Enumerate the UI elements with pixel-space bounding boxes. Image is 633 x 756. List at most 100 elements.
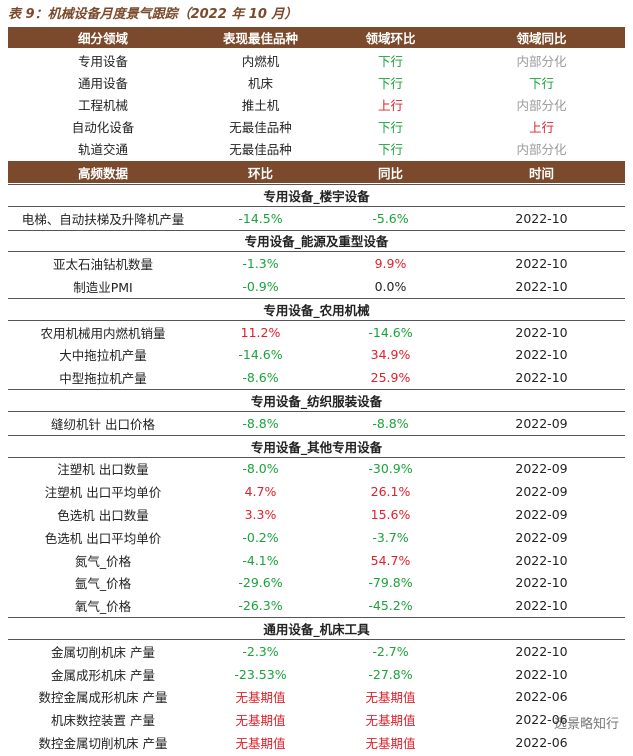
header-cell: 高频数据 [77, 165, 128, 181]
table-cell: 内部分化 [516, 142, 567, 158]
table-cell: 下行 [377, 75, 403, 91]
table-cell: 无基期值 [365, 690, 416, 706]
table-row: 工程机械 推土机 上行 内部分化 [8, 93, 625, 115]
table-cell: 2022-09 [515, 507, 568, 523]
table-row: 氩气_价格 -29.6% -79.8% 2022-10 [8, 572, 625, 595]
table-cell: -23.53% [234, 666, 287, 682]
table-row: 数控金属成形机床 产量 无基期值 无基期值 2022-06 [8, 686, 625, 709]
table-cell: -2.3% [242, 643, 279, 659]
table-cell: 注塑机 出口数量 [57, 462, 149, 478]
table-cell: 2022-10 [515, 370, 568, 386]
table-cell: -14.5% [238, 210, 283, 226]
section-row: 通用设备_机床工具 [8, 617, 625, 640]
table-cell: 4.7% [244, 484, 277, 500]
table-cell: 2022-10 [515, 552, 568, 568]
table-cell: 2022-10 [515, 666, 568, 682]
header-cell: 细分领域 [77, 31, 128, 46]
table-row: 色选机 出口数量 3.3% 15.6% 2022-09 [8, 503, 625, 526]
table-cell: -2.7% [372, 643, 409, 659]
table-cell: 亚太石油钻机数量 [52, 257, 153, 273]
table-row: 电梯、自动扶梯及升降机产量 -14.5% -5.6% 2022-10 [8, 207, 625, 230]
header-cell: 同比 [377, 165, 403, 181]
header-cell: 环比 [247, 165, 273, 181]
table-cell: 2022-10 [515, 643, 568, 659]
table-cell: 2022-10 [515, 575, 568, 591]
table-cell: 54.7% [370, 552, 411, 568]
table-cell: 数控金属切削机床 产量 [38, 736, 168, 752]
table-cell: 2022-10 [515, 347, 568, 363]
table-cell: -30.9% [368, 461, 413, 477]
table-cell: 机床数控装置 产量 [51, 713, 155, 729]
table-cell: 注塑机 出口平均单价 [44, 485, 162, 501]
table-cell: 通用设备 [77, 75, 128, 91]
table-cell: -45.2% [368, 598, 413, 614]
table-cell: 2022-06 [515, 689, 568, 705]
table-cell: 工程机械 [77, 97, 128, 113]
header-cell: 领域同比 [516, 31, 567, 46]
table-cell: 0.0% [374, 279, 407, 295]
table-cell: 2022-09 [515, 484, 568, 500]
table-row: 机床数控装置 产量 无基期值 无基期值 2022-06 [8, 708, 625, 731]
table-cell: -14.6% [368, 324, 413, 340]
table-cell: 缝纫机针 出口价格 [51, 416, 155, 432]
table-row: 氮气_价格 -4.1% 54.7% 2022-10 [8, 549, 625, 572]
table-cell: -8.8% [372, 415, 409, 431]
table-cell: 无基期值 [365, 736, 416, 752]
table-cell: 制造业PMI [73, 280, 133, 296]
table-cell: -26.3% [238, 598, 283, 614]
table-cell: 色选机 出口数量 [57, 508, 149, 524]
table-cell: 2022-09 [515, 415, 568, 431]
table-cell: 下行 [377, 53, 403, 69]
table-cell: 15.6% [370, 507, 411, 523]
table-cell: 大中拖拉机产量 [59, 348, 147, 364]
header-row: 高频数据 环比 同比 时间 [8, 161, 625, 183]
table-cell: -8.6% [242, 370, 279, 386]
table-cell: 2022-10 [515, 210, 568, 226]
table-row: 数控金属切削机床 产量 无基期值 无基期值 2022-06 [8, 731, 625, 754]
table-cell: 上行 [377, 97, 403, 113]
table-cell: 11.2% [240, 324, 281, 340]
section-title: 专用设备_纺织服装设备 [250, 394, 383, 410]
table-cell: -3.7% [372, 529, 409, 545]
table-row: 缝纫机针 出口价格 -8.8% -8.8% 2022-09 [8, 412, 625, 435]
table-cell: 内部分化 [516, 97, 567, 113]
table-cell: 2022-10 [515, 256, 568, 272]
table-cell: 2022-06 [515, 735, 568, 751]
table-cell: 2022-09 [515, 461, 568, 477]
table-row: 轨道交通 无最佳品种 下行 内部分化 [8, 138, 625, 160]
table-cell: 色选机 出口平均单价 [44, 530, 162, 546]
table-cell: 26.1% [370, 484, 411, 500]
table-cell: 自动化设备 [71, 120, 135, 136]
table-cell: 无基期值 [365, 713, 416, 729]
table-cell: 数控金属成形机床 产量 [38, 690, 168, 706]
table-cell: 9.9% [374, 256, 407, 272]
table-row: 色选机 出口平均单价 -0.2% -3.7% 2022-09 [8, 526, 625, 549]
table-cell: 中型拖拉机产量 [59, 371, 147, 387]
section-row: 专用设备_楼宇设备 [8, 184, 625, 207]
table-cell: 2022-09 [515, 529, 568, 545]
header-row: 细分领域 表现最佳品种 领域环比 领域同比 [8, 27, 625, 48]
section-title: 专用设备_楼宇设备 [263, 188, 370, 204]
table-cell: 上行 [528, 120, 554, 136]
table-cell: 2022-06 [515, 712, 568, 728]
table-cell: 3.3% [244, 507, 277, 523]
table-cell: 无最佳品种 [229, 142, 292, 158]
table-cell: 电梯、自动扶梯及升降机产量 [21, 211, 185, 227]
table-title: 表 9：机械设备月度景气跟踪（2022 年 10 月） [8, 7, 298, 22]
table-row: 金属切削机床 产量 -2.3% -2.7% 2022-10 [8, 640, 625, 663]
header-cell: 时间 [528, 165, 554, 181]
table-cell: -14.6% [238, 347, 283, 363]
table-cell: -0.9% [242, 279, 279, 295]
table-cell: 内燃机 [241, 53, 280, 69]
table-cell: 氮气_价格 [74, 553, 132, 569]
table-cell: 下行 [377, 120, 403, 136]
table-cell: 专用设备 [77, 53, 128, 69]
table-cell: -8.8% [242, 415, 279, 431]
table-cell: 2022-10 [515, 324, 568, 340]
table-cell: 无最佳品种 [229, 120, 292, 136]
section-title: 专用设备_其他专用设备 [250, 439, 383, 455]
table-row: 亚太石油钻机数量 -1.3% 9.9% 2022-10 [8, 252, 625, 275]
table-cell: 机床 [247, 75, 273, 91]
header-cell: 表现最佳品种 [222, 31, 298, 46]
